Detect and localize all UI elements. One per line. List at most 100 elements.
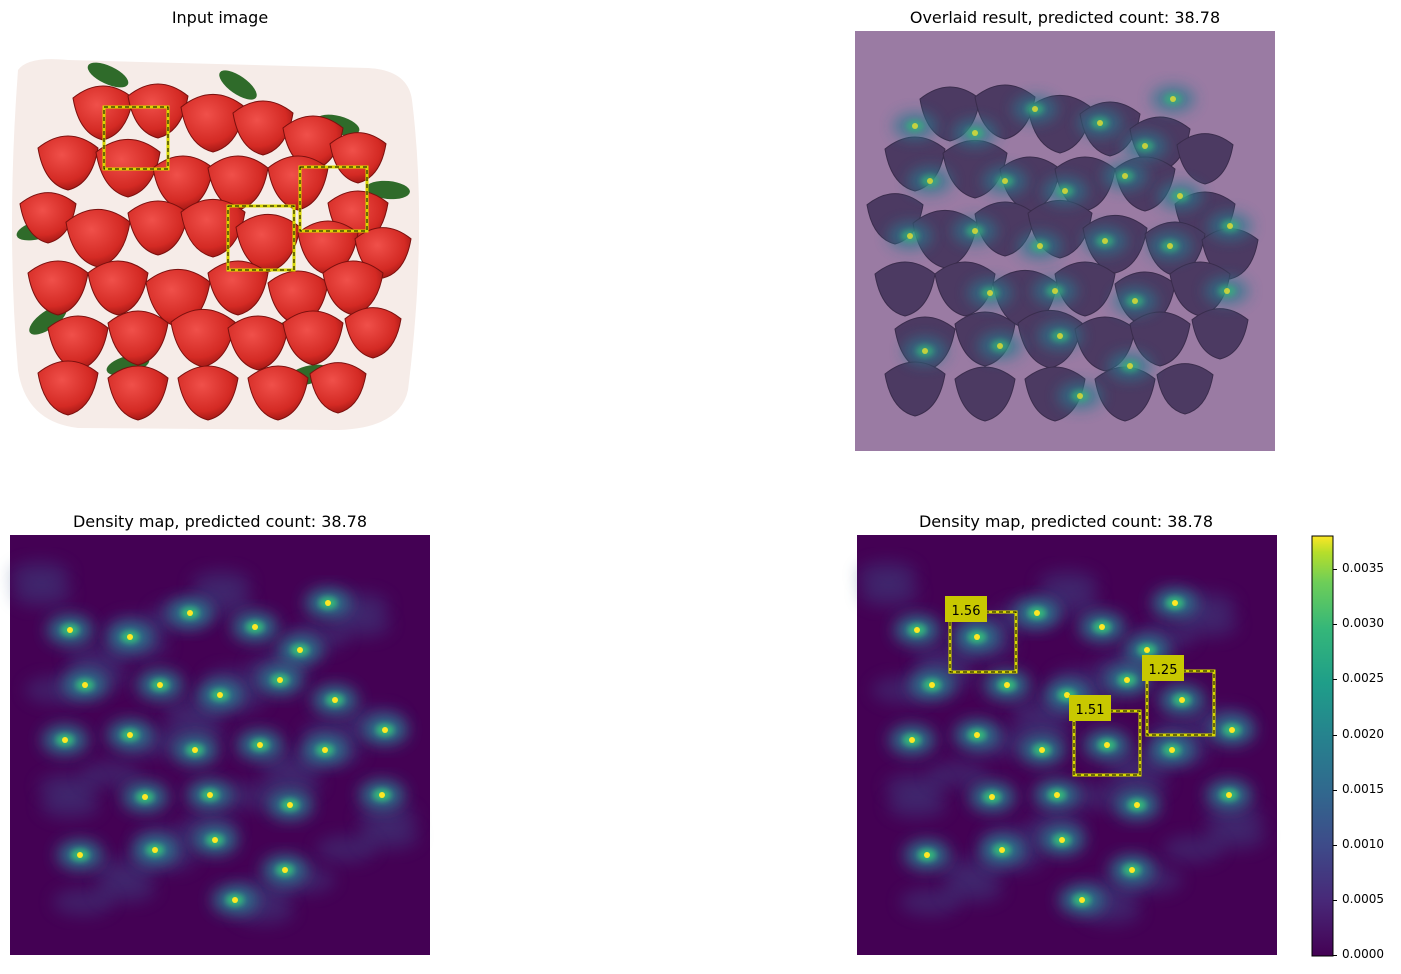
density-peak-core — [909, 737, 915, 743]
density-peak-core — [1170, 96, 1176, 102]
colorbar-tick-label: 0.0030 — [1342, 616, 1384, 631]
density-peak-core — [207, 792, 213, 798]
count-box: 1.51 — [1069, 695, 1142, 777]
density-haze-blob — [943, 875, 1003, 903]
strawberry — [37, 135, 99, 191]
colorbar — [1311, 535, 1334, 957]
overlay-strawberry — [1129, 311, 1191, 367]
density-peak-core — [82, 682, 88, 688]
density-peak-core — [212, 837, 218, 843]
strawberry — [247, 365, 309, 421]
density-peak-core — [297, 647, 303, 653]
count-box: 1.25 — [1142, 655, 1216, 737]
density-haze-blob — [12, 579, 72, 607]
density-peak-core — [1079, 897, 1085, 903]
density-peak-core — [1054, 792, 1060, 798]
density-peak-core — [1177, 193, 1183, 199]
leaf — [366, 180, 410, 200]
density-peak-core — [252, 624, 258, 630]
density-peak-core — [1127, 363, 1133, 369]
strawberry — [322, 260, 384, 316]
density-peak-core — [1229, 727, 1235, 733]
overlay-strawberry — [1176, 133, 1234, 185]
count-label: 1.25 — [1149, 663, 1178, 678]
density-peak-core — [217, 692, 223, 698]
density-peak-core — [192, 747, 198, 753]
density-peak-core — [912, 123, 918, 129]
density-peak-core — [152, 847, 158, 853]
density-peak-core — [1004, 682, 1010, 688]
exemplar-box — [298, 165, 369, 233]
density-peak-core — [277, 677, 283, 683]
density-haze-blob — [900, 888, 960, 916]
density-peak-core — [1179, 697, 1185, 703]
colorbar-tick-mark — [1333, 679, 1337, 681]
strawberry — [282, 310, 344, 366]
density-peak-core — [1144, 647, 1150, 653]
density-peak-core — [379, 792, 385, 798]
density-peak-core — [1077, 393, 1083, 399]
colorbar-tick-mark — [1333, 789, 1337, 791]
density-peak-core — [67, 627, 73, 633]
count-label-bg — [1142, 655, 1184, 681]
input-image — [8, 30, 428, 450]
density-haze-blob — [859, 579, 919, 607]
strawberry — [267, 155, 329, 211]
exemplar-boxes — [102, 105, 369, 272]
strawberry — [207, 260, 269, 316]
density-map-with-boxes: 1.56 1.25 1.51 — [857, 535, 1277, 955]
strawberry — [27, 260, 89, 316]
overlay-image — [855, 31, 1275, 451]
count-label: 1.56 — [952, 604, 981, 619]
input-image-title: Input image — [171, 8, 269, 27]
density-peak-core — [1034, 610, 1040, 616]
colorbar-tick-mark — [1333, 900, 1337, 902]
colorbar-tick-mark — [1333, 955, 1337, 957]
overlay-strawberry — [1191, 308, 1249, 360]
density-peak-core — [1059, 837, 1065, 843]
colorbar-tick-label: 0.0020 — [1342, 726, 1384, 741]
density-peak-core — [922, 348, 928, 354]
strawberry — [37, 360, 99, 416]
density-blobs — [10, 561, 419, 925]
strawberry — [107, 365, 169, 421]
strawberry — [177, 365, 239, 421]
leaf — [87, 62, 129, 88]
density-peak-core — [1226, 792, 1232, 798]
density-peak-core — [929, 682, 935, 688]
density-peak-core — [1124, 677, 1130, 683]
density-haze-blob — [96, 875, 156, 903]
density-haze-blob — [1206, 822, 1266, 850]
density-peak-core — [1102, 238, 1108, 244]
density-map — [10, 535, 430, 955]
density-peak-core — [999, 847, 1005, 853]
colorbar-tick-mark — [1333, 624, 1337, 626]
strawberry — [227, 315, 289, 371]
density-haze-blob — [1066, 782, 1126, 810]
density-peak-core — [1062, 188, 1068, 194]
density-peak-core — [282, 867, 288, 873]
colorbar-tick-label: 0.0035 — [1342, 561, 1384, 575]
strawberry — [232, 100, 294, 156]
density-peak-core — [1172, 600, 1178, 606]
density-haze-blob — [316, 835, 376, 863]
strawberry — [127, 83, 189, 139]
density-peak-core — [1104, 742, 1110, 748]
strawberry — [207, 155, 269, 211]
strawberry — [344, 307, 402, 359]
density-peak-core — [127, 732, 133, 738]
density-peak-core — [1002, 178, 1008, 184]
density-peak-core — [1134, 802, 1140, 808]
density-peak-core — [997, 343, 1003, 349]
density-peak-core — [1169, 747, 1175, 753]
density-peak-core — [914, 627, 920, 633]
exemplar-box — [102, 105, 170, 171]
colorbar-tick-mark — [1333, 569, 1337, 570]
density-peak-core — [232, 897, 238, 903]
density-haze-blob — [40, 791, 100, 819]
strawberry — [180, 94, 246, 153]
density-peak-core — [974, 732, 980, 738]
density-haze-blob — [359, 822, 419, 850]
colorbar-tick-label: 0.0000 — [1342, 947, 1384, 962]
density-haze-blob — [165, 716, 225, 744]
